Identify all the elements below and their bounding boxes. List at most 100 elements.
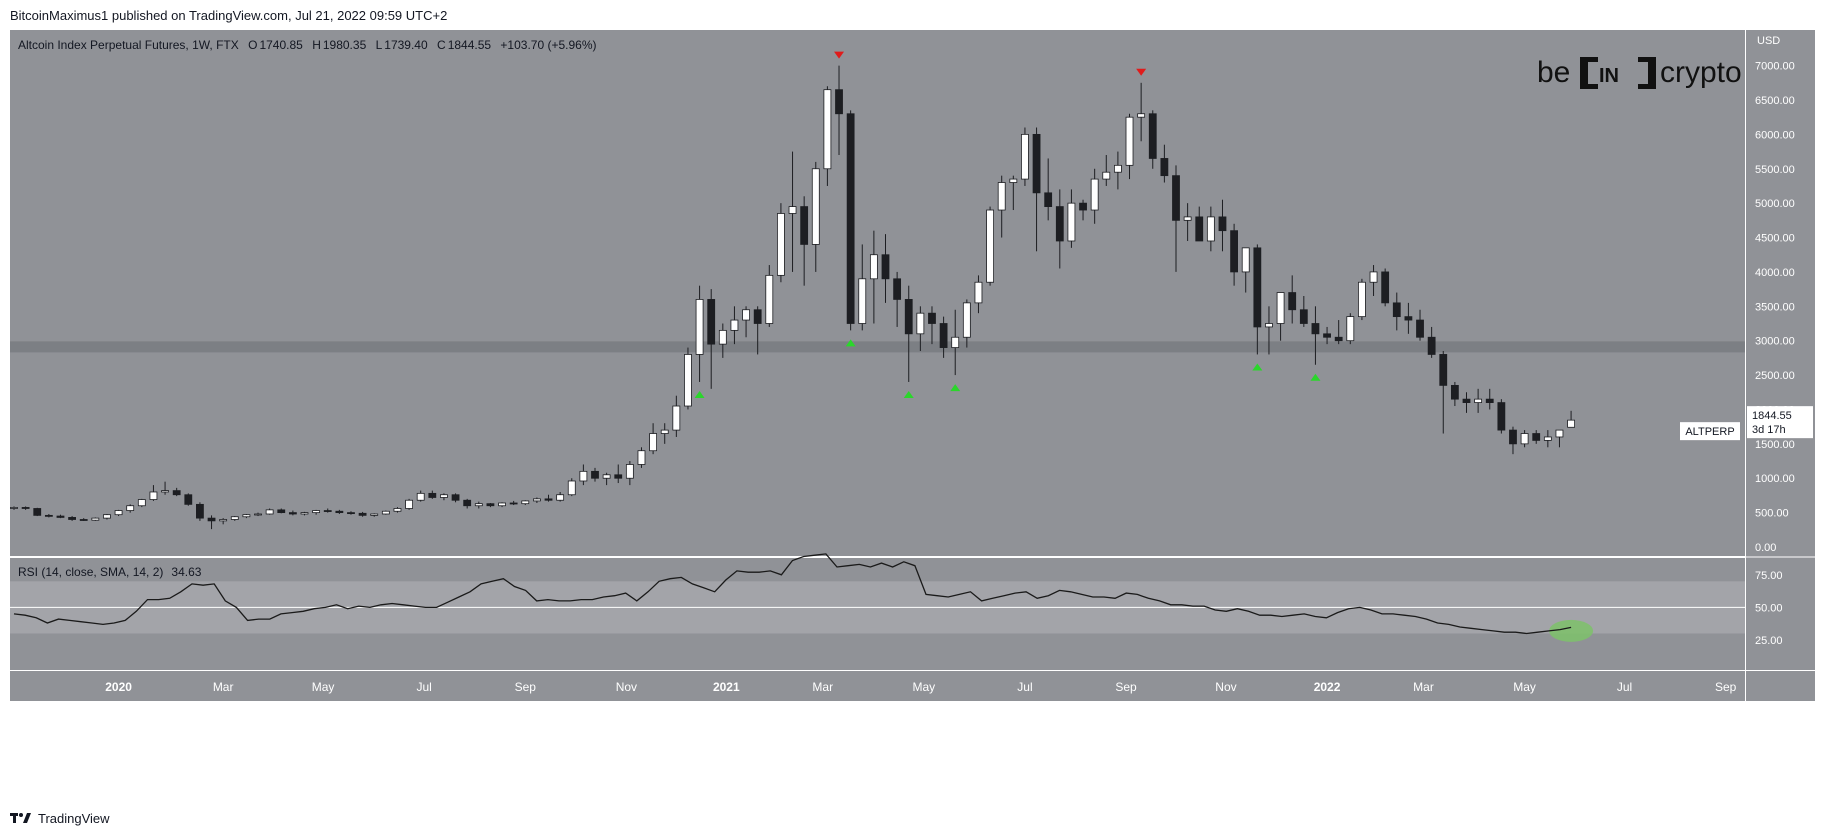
price-tag-bg <box>1747 406 1813 439</box>
time-label: Jul <box>417 680 432 694</box>
time-label: Mar <box>1413 680 1434 694</box>
logo-bracket-right <box>1648 57 1656 89</box>
chart-legend: Altcoin Index Perpetual Futures, 1W, FTX… <box>18 38 597 52</box>
candle <box>207 517 216 522</box>
rsi-tick: 50.00 <box>1755 602 1783 614</box>
candle <box>219 519 228 522</box>
candle <box>230 516 239 520</box>
price-tick: 4000.00 <box>1755 267 1795 279</box>
candle <box>823 89 832 170</box>
candle <box>869 254 878 280</box>
tradingview-logo-icon <box>10 813 31 823</box>
candle <box>498 502 506 507</box>
candle <box>184 494 193 505</box>
candle <box>695 299 704 355</box>
chart-area[interactable]: Altcoin Index Perpetual Futures, 1W, FTX… <box>10 30 1815 800</box>
bottom-marker <box>694 390 705 398</box>
candle <box>1021 133 1029 180</box>
candle <box>707 299 716 345</box>
candle <box>68 517 76 520</box>
candle <box>126 505 135 511</box>
candle <box>788 206 797 214</box>
candle <box>684 354 692 407</box>
price-chart[interactable]: Altcoin Index Perpetual Futures, 1W, FTX… <box>10 30 1815 800</box>
candle <box>405 499 413 509</box>
candle <box>161 490 169 493</box>
markers-layer <box>694 51 1321 398</box>
candle <box>1114 164 1122 173</box>
candle <box>1241 247 1250 273</box>
candle <box>625 464 634 479</box>
time-label: May <box>1513 680 1536 694</box>
candle <box>323 510 332 512</box>
price-tick: 7000.00 <box>1755 61 1795 73</box>
time-label: Jul <box>1617 680 1632 694</box>
candle <box>44 514 53 517</box>
candle <box>928 312 936 324</box>
candle <box>1230 230 1238 273</box>
candle <box>300 512 309 515</box>
candle <box>288 512 297 515</box>
logo-in: IN <box>1599 65 1619 87</box>
candle <box>393 508 402 512</box>
time-label: Mar <box>213 680 234 694</box>
candle <box>1416 319 1424 338</box>
candle <box>1474 398 1483 403</box>
candle <box>602 474 611 479</box>
bottom-marker <box>1252 363 1263 371</box>
symbol-tag: ALTPERP <box>1685 426 1734 438</box>
candle <box>1137 113 1146 118</box>
candle <box>33 508 42 516</box>
candle <box>196 503 204 519</box>
bottom-marker <box>903 390 914 398</box>
candle <box>904 299 913 335</box>
bar-countdown: 3d 17h <box>1752 424 1786 436</box>
time-label: 2020 <box>105 680 132 694</box>
last-price-tag: ALTPERP 1844.55 3d 17h <box>1680 406 1813 441</box>
time-label: Sep <box>515 680 537 694</box>
candle <box>10 507 18 509</box>
candle <box>614 474 623 479</box>
candle <box>79 519 88 521</box>
candle <box>1346 316 1355 342</box>
rsi-tick: 25.00 <box>1755 635 1783 647</box>
rsi-value: 34.63 <box>171 565 201 579</box>
candle <box>1392 302 1401 318</box>
candle <box>1358 281 1366 318</box>
legend-low: 1739.40 <box>384 38 428 52</box>
bottom-marker <box>845 339 856 347</box>
logo-bracket-right-cap <box>1638 57 1656 62</box>
candle <box>533 498 541 502</box>
candle <box>579 470 588 482</box>
rsi-legend: RSI (14, close, SMA, 14, 2) 34.63 <box>18 565 202 579</box>
candle <box>451 494 460 501</box>
candle <box>835 89 843 115</box>
candle <box>765 274 774 324</box>
main-pane-bg <box>10 30 1745 556</box>
candle <box>1032 133 1041 194</box>
price-tick: 5500.00 <box>1755 164 1795 176</box>
candle <box>1195 216 1204 242</box>
candle <box>381 510 390 515</box>
candle <box>986 209 994 283</box>
candle <box>21 507 30 509</box>
candle <box>242 514 251 518</box>
candle <box>1520 433 1529 445</box>
candle <box>997 182 1006 211</box>
candle <box>335 510 344 514</box>
candle <box>114 510 123 516</box>
candle <box>277 509 286 514</box>
candle <box>172 490 181 496</box>
logo-crypto: crypto <box>1660 56 1742 89</box>
candle <box>846 113 855 324</box>
candles-layer <box>10 65 1575 530</box>
candle <box>974 281 983 304</box>
publish-info: BitcoinMaximus1 published on TradingView… <box>10 8 448 23</box>
legend-open-label: O <box>248 38 257 52</box>
candle <box>1509 429 1517 445</box>
candle <box>544 498 553 501</box>
candle <box>556 494 565 501</box>
candle <box>1148 113 1157 159</box>
candle <box>1299 309 1308 324</box>
candle <box>951 336 960 348</box>
